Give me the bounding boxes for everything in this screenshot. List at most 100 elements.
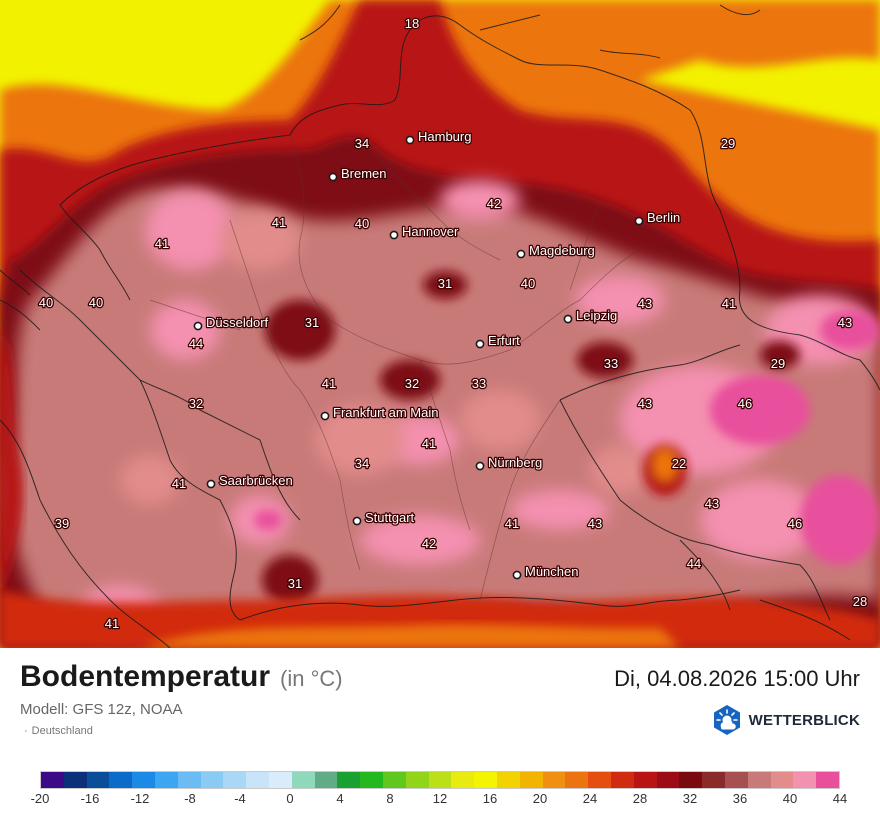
legend-tick-label: 44 bbox=[832, 791, 848, 806]
title-unit: (in °C) bbox=[280, 666, 343, 691]
legend-swatch bbox=[63, 772, 87, 788]
city-label: Hannover bbox=[402, 224, 459, 239]
temperature-value: 39 bbox=[55, 516, 69, 531]
legend-swatch bbox=[405, 772, 429, 788]
city-dot[interactable] bbox=[352, 516, 362, 526]
legend-swatch bbox=[770, 772, 794, 788]
city-label: Magdeburg bbox=[529, 243, 595, 258]
city-label: Frankfurt am Main bbox=[333, 405, 438, 420]
temperature-value: 43 bbox=[705, 496, 719, 511]
legend-tick-label: -8 bbox=[184, 791, 196, 806]
temperature-value: 33 bbox=[472, 376, 486, 391]
temperature-value: 32 bbox=[189, 396, 203, 411]
city-dot[interactable] bbox=[475, 461, 485, 471]
city-label: Hamburg bbox=[418, 129, 471, 144]
temperature-value: 41 bbox=[505, 516, 519, 531]
state-borders bbox=[149, 134, 641, 601]
temperature-value: 43 bbox=[638, 396, 652, 411]
legend-swatch bbox=[679, 772, 703, 788]
city-dot[interactable] bbox=[389, 230, 399, 240]
temperature-value: 28 bbox=[853, 594, 867, 609]
city-dot[interactable] bbox=[516, 249, 526, 259]
city-label: Stuttgart bbox=[365, 510, 415, 525]
legend-swatch bbox=[793, 772, 817, 788]
legend-tick-label: -16 bbox=[80, 791, 100, 806]
city-label: Nürnberg bbox=[488, 455, 542, 470]
legend-swatch bbox=[610, 772, 634, 788]
temperature-value: 40 bbox=[39, 295, 53, 310]
temperature-value: 41 bbox=[322, 376, 336, 391]
city-dot[interactable] bbox=[206, 479, 216, 489]
temperature-value: 41 bbox=[155, 236, 169, 251]
temperature-value: 31 bbox=[305, 315, 319, 330]
legend-swatch bbox=[542, 772, 566, 788]
temperature-value: 43 bbox=[638, 296, 652, 311]
temperature-value: 44 bbox=[687, 556, 701, 571]
city-label: Düsseldorf bbox=[206, 315, 269, 330]
city-dot[interactable] bbox=[320, 411, 330, 421]
temperature-value: 33 bbox=[604, 356, 618, 371]
city-label: Erfurt bbox=[488, 333, 520, 348]
legend-swatch bbox=[268, 772, 292, 788]
city-dot[interactable] bbox=[475, 339, 485, 349]
brand-logo[interactable]: WETTERBLICK bbox=[711, 704, 860, 736]
city-label: Saarbrücken bbox=[219, 473, 293, 488]
legend-swatch bbox=[656, 772, 680, 788]
temperature-value: 41 bbox=[722, 296, 736, 311]
temperature-value: 46 bbox=[788, 516, 802, 531]
city-dot[interactable] bbox=[512, 570, 522, 580]
legend-swatch bbox=[747, 772, 771, 788]
model-info: Modell: GFS 12z, NOAA bbox=[20, 701, 183, 718]
legend-tick-label: 4 bbox=[336, 791, 344, 806]
temperature-value: 40 bbox=[355, 216, 369, 231]
legend-tick-label: 12 bbox=[432, 791, 448, 806]
legend-swatch bbox=[86, 772, 110, 788]
title-text: Bodentemperatur bbox=[20, 660, 271, 693]
temperature-value: 34 bbox=[355, 456, 369, 471]
temperature-value: 42 bbox=[422, 536, 436, 551]
region-info: · Deutschland bbox=[20, 725, 93, 737]
legend-swatch bbox=[816, 772, 839, 788]
legend-tick-label: 0 bbox=[286, 791, 294, 806]
temperature-value: 43 bbox=[838, 315, 852, 330]
temperature-value: 31 bbox=[288, 576, 302, 591]
legend-swatch bbox=[702, 772, 725, 788]
temperature-value: 44 bbox=[189, 336, 203, 351]
legend-swatch bbox=[633, 772, 657, 788]
footer-panel: Bodentemperatur (in °C) Di, 04.08.2026 15… bbox=[0, 648, 880, 830]
legend-tick-label: 32 bbox=[682, 791, 698, 806]
city-dot[interactable] bbox=[563, 314, 573, 324]
legend-swatch bbox=[314, 772, 338, 788]
temperature-value: 41 bbox=[172, 476, 186, 491]
alpine-orange bbox=[140, 624, 680, 648]
city-dot[interactable] bbox=[634, 216, 644, 226]
temperature-value: 43 bbox=[588, 516, 602, 531]
salmon-patches bbox=[120, 210, 650, 505]
map-title: Bodentemperatur (in °C) bbox=[20, 660, 343, 694]
region-name: Deutschland bbox=[31, 725, 93, 737]
color-legend bbox=[40, 771, 840, 789]
city-dot[interactable] bbox=[328, 172, 338, 182]
legend-tick-label: -20 bbox=[30, 791, 50, 806]
temperature-value: 40 bbox=[521, 276, 535, 291]
sun-cloud-icon bbox=[713, 705, 740, 735]
legend-swatch bbox=[428, 772, 452, 788]
city-dot[interactable] bbox=[193, 321, 203, 331]
city-label: Leipzig bbox=[576, 308, 617, 323]
legend-tick-label: 28 bbox=[632, 791, 648, 806]
legend-swatch bbox=[223, 772, 247, 788]
legend-tick-label: 8 bbox=[386, 791, 394, 806]
legend-swatch bbox=[337, 772, 361, 788]
legend-swatch bbox=[519, 772, 543, 788]
legend-tick-label: 20 bbox=[532, 791, 548, 806]
temperature-value: 29 bbox=[771, 356, 785, 371]
hot-spot-22 bbox=[643, 444, 687, 496]
legend-swatch bbox=[291, 772, 315, 788]
temperature-map[interactable]: Hamburg Bremen Berlin Hannover Magdeburg Leip… bbox=[0, 0, 880, 648]
city-dot[interactable] bbox=[405, 135, 415, 145]
legend-tick-label: -4 bbox=[234, 791, 246, 806]
legend-tick-label: 24 bbox=[582, 791, 598, 806]
city-label: Bremen bbox=[341, 166, 387, 181]
forecast-date: Di, 04.08.2026 15:00 Uhr bbox=[614, 666, 860, 691]
temperature-value: 32 bbox=[405, 376, 419, 391]
